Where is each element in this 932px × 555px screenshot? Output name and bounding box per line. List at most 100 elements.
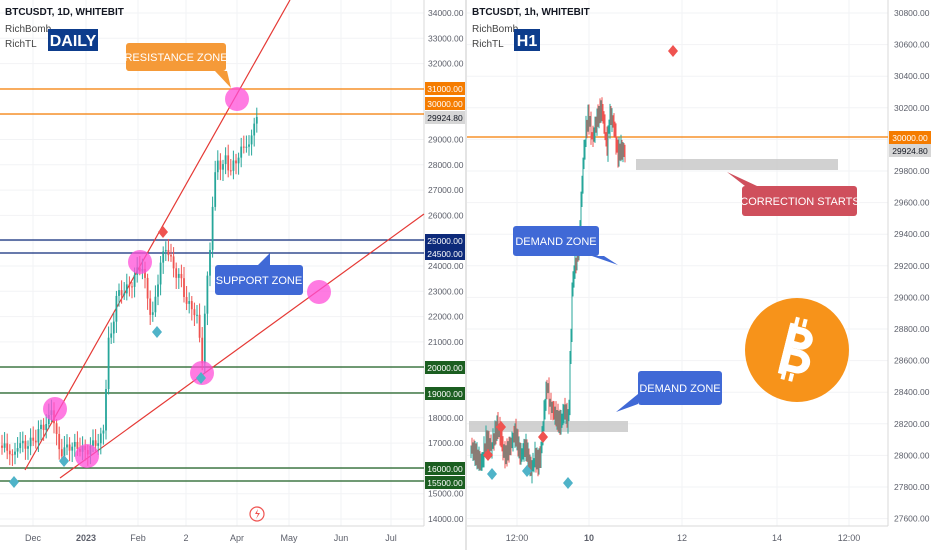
candle-body: [47, 414, 50, 424]
candle-body: [526, 443, 528, 458]
candle-body: [537, 456, 539, 468]
candle-body: [612, 118, 614, 124]
candle-body: [97, 443, 100, 446]
candle-body: [606, 136, 608, 152]
candle-body: [183, 278, 185, 298]
candle-body: [569, 361, 571, 405]
left-time-axis[interactable]: Dec 2023 Feb 2 Apr May Jun Jul: [25, 533, 397, 543]
resistance-callout-label: RESISTANCE ZONE: [124, 52, 227, 64]
upper-trendline[interactable]: [24, 0, 291, 471]
candle-body: [523, 446, 525, 453]
candle-body: [486, 435, 488, 447]
candle-body: [531, 467, 533, 474]
demand-callout-top-pointer: [592, 256, 618, 265]
candle-body: [102, 430, 105, 434]
lower-trendline[interactable]: [59, 213, 425, 479]
touch-circle-lower-low: [75, 444, 99, 468]
timeframe-badge: [48, 29, 98, 51]
candle-body: [597, 114, 599, 120]
candle-body: [539, 455, 541, 460]
candle-body: [588, 113, 590, 125]
indicator-label-richtl: RichTL: [5, 39, 37, 50]
sell-marker: [496, 421, 506, 433]
candle-body: [574, 263, 576, 274]
candle-body: [571, 292, 573, 332]
touch-circle-lower-mid: [190, 361, 214, 385]
candle-body: [564, 407, 566, 415]
candle-body: [198, 314, 201, 338]
candle-body: [566, 410, 568, 424]
candle-body: [471, 447, 473, 451]
price-tick-label: 24000.00: [428, 261, 464, 271]
candle-body: [11, 454, 14, 456]
candle-body: [538, 455, 540, 468]
candle-body: [503, 450, 505, 452]
level-tag-24500: [425, 247, 465, 260]
candle-body: [32, 437, 35, 441]
candle-body: [115, 295, 118, 322]
candle-body: [610, 112, 612, 122]
indicator-label-richtl: RichTL: [472, 39, 504, 50]
candle-body: [528, 452, 530, 466]
candle-body: [494, 429, 496, 441]
candle-body: [581, 184, 583, 200]
candle-body: [495, 429, 497, 435]
candle-body: [481, 460, 483, 463]
flash-glyph-icon: [255, 509, 260, 519]
demand-zone-box[interactable]: [469, 421, 628, 432]
left-chart[interactable]: BTCUSDT, 1D, WHITEBIT RichBomb RichTL DA…: [0, 0, 466, 550]
right-chart[interactable]: BTCUSDT, 1h, WHITEBIT RichBomb RichTL H1…: [467, 0, 932, 550]
candle-body: [560, 419, 562, 428]
candle-body: [157, 284, 159, 297]
candle-body: [235, 160, 237, 164]
candle-body: [120, 290, 123, 296]
level-tag-16000: [425, 462, 465, 475]
price-tick-label: 28600.00: [894, 356, 930, 366]
candle-body: [203, 313, 206, 364]
candle-body: [607, 130, 609, 152]
candle-body: [521, 452, 523, 454]
candle-body: [552, 408, 554, 411]
price-tick-label: 30800.00: [894, 8, 930, 18]
candle-body: [623, 150, 625, 152]
candle-body: [232, 160, 235, 171]
candle-body: [534, 452, 536, 463]
candle-body: [479, 456, 481, 463]
candle-body: [604, 124, 606, 135]
candle-body: [499, 427, 501, 438]
right-time-axis[interactable]: 12:00 10 12 14 12:00: [506, 533, 861, 543]
candle-body: [105, 389, 107, 431]
candle-body: [146, 277, 149, 299]
bitcoin-symbol-icon: [777, 316, 813, 382]
buy-marker: [522, 465, 532, 477]
level-tag-31000-label: 31000.00: [427, 84, 463, 94]
candle-body: [529, 463, 531, 466]
candle-body: [593, 133, 595, 137]
timeframe-badge-label: H1: [517, 33, 538, 50]
candle-body: [474, 449, 476, 457]
correction-zone[interactable]: [636, 159, 838, 170]
last-price-tag-h1: [889, 144, 931, 157]
candle-body: [489, 444, 491, 449]
candle-body: [551, 408, 553, 410]
last-price-tag-label: 29924.80: [427, 113, 463, 123]
level-tag-20000: [425, 361, 465, 374]
candle-body: [500, 437, 502, 440]
candle-body: [58, 433, 61, 450]
candle-body: [242, 146, 245, 148]
candle-body: [55, 423, 58, 434]
buy-marker: [9, 476, 19, 488]
level-tag-25000: [425, 234, 465, 247]
candle-body: [222, 164, 224, 170]
candle-body: [99, 433, 102, 444]
candle-body: [240, 146, 243, 158]
candle-body: [508, 445, 510, 453]
time-tick-label: 10: [584, 533, 594, 543]
candle-body: [509, 444, 511, 453]
candle-body: [253, 123, 256, 136]
candle-body: [568, 404, 570, 419]
level-tag-15500: [425, 476, 465, 489]
candle-body: [533, 462, 535, 464]
candle-body: [107, 337, 110, 390]
indicator-label-richbomb: RichBomb: [5, 24, 52, 35]
